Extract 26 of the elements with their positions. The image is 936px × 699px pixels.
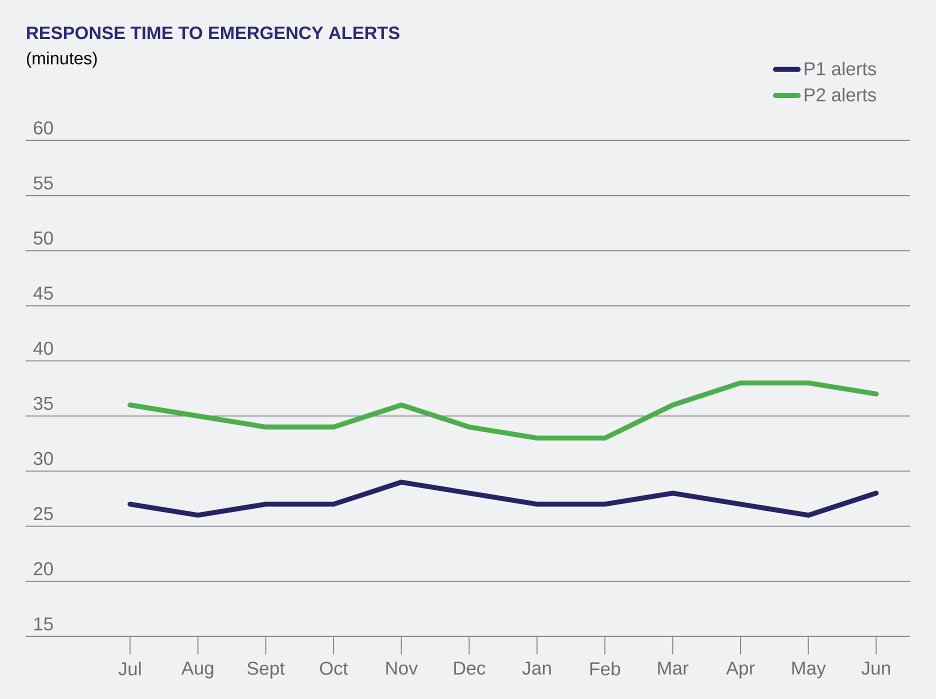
y-tick-label: 45 (33, 286, 53, 300)
x-tick-label: Aug (181, 662, 214, 678)
y-tick-label: 40 (33, 342, 53, 355)
x-tick-label: Sept (247, 662, 285, 678)
y-tick-label: 25 (34, 506, 53, 520)
y-tick-label: 30 (34, 452, 53, 465)
y-tick-label: 60 (34, 121, 53, 134)
y-tick-label: 50 (34, 231, 53, 245)
legend-label: P1 alerts (804, 62, 876, 76)
x-tick-label: Jan (522, 662, 551, 675)
y-tick-label: 20 (34, 562, 53, 576)
x-tick-label: Dec (454, 662, 486, 675)
chart-title: RESPONSE TIME TO EMERGENCY ALERTS (27, 26, 400, 40)
legend-label: P2 alerts (804, 88, 876, 102)
x-tick-label: Jul (118, 662, 141, 676)
x-tick-label: Feb (590, 662, 620, 676)
x-tick-label: Mar (658, 662, 688, 675)
y-tick-label: 15 (34, 617, 53, 630)
x-tick-label: May (792, 662, 826, 678)
x-tick-label: Oct (320, 662, 348, 675)
x-tick-label: Nov (386, 662, 418, 675)
y-tick-label: 55 (34, 176, 53, 190)
y-tick-label: 35 (34, 396, 53, 410)
x-tick-label: Apr (726, 662, 755, 678)
x-tick-label: Jun (861, 662, 890, 675)
chart-subtitle: (minutes) (26, 52, 97, 68)
